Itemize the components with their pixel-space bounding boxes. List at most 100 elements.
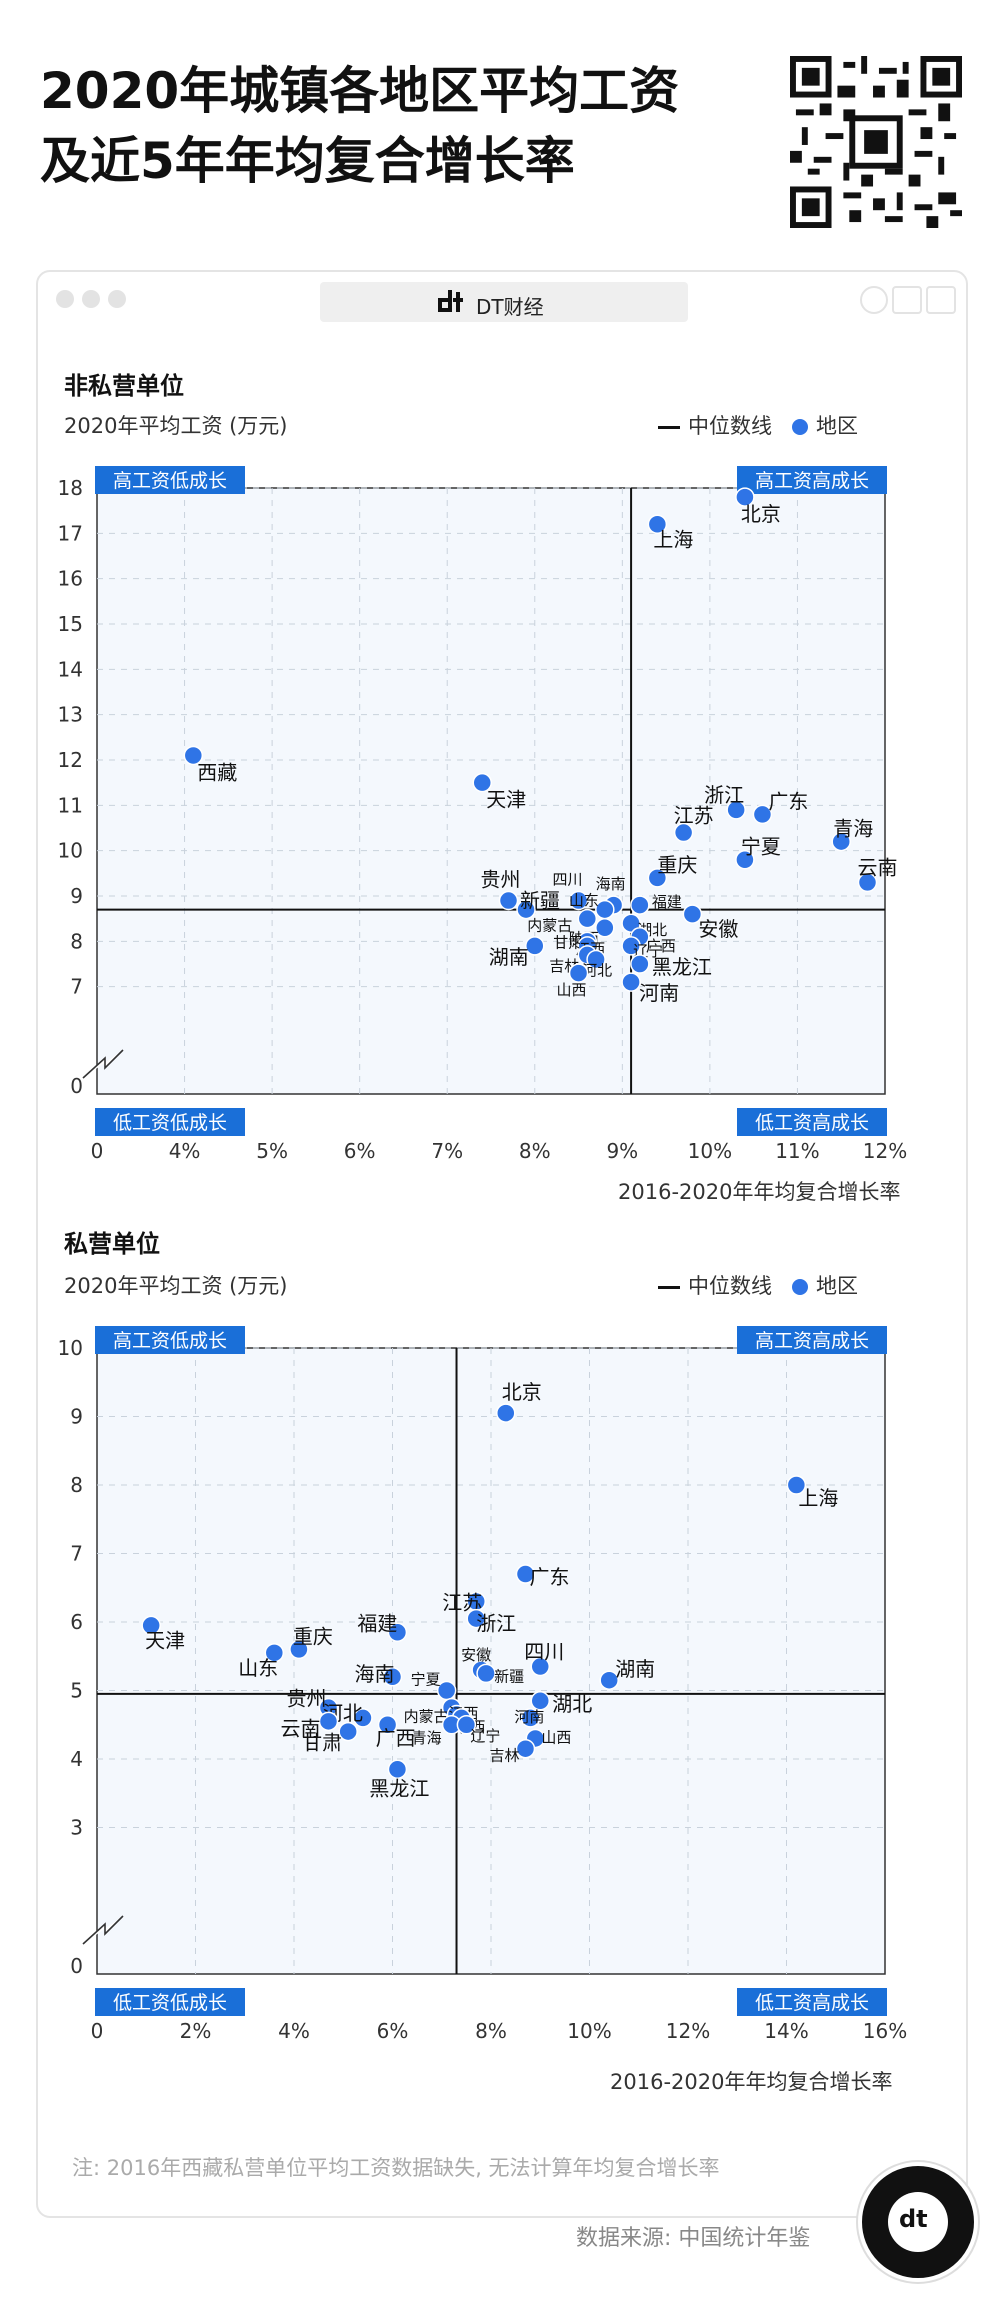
quadrant-tag-label: 高工资高成长 — [755, 1330, 869, 1352]
window-tab[interactable]: DT财经 — [320, 282, 688, 322]
chart2-svg: 0 2% 4% 6% 8% 10% 12% 14% 16% 0 3 4 5 6 7 8 9 10 高工资低成长 高工资… — [58, 1326, 907, 2043]
point-label: 四川 — [553, 871, 583, 889]
y-tick-label: 13 — [58, 703, 83, 727]
x-tick-label: 4% — [278, 2019, 310, 2043]
data-point — [318, 1711, 339, 1732]
x-tick-label: 16% — [863, 2019, 907, 2043]
point-label: 黑龙江 — [652, 955, 712, 979]
close-dot-icon[interactable] — [56, 290, 74, 308]
point-label: 山西 — [541, 1728, 571, 1746]
point-label: 山东 — [569, 892, 599, 910]
point-label: 重庆 — [293, 1624, 333, 1648]
data-point — [472, 772, 492, 793]
point-label: 湖南 — [489, 945, 529, 969]
axis-break-mark — [82, 1049, 124, 1079]
point-label: 云南 — [280, 1716, 320, 1740]
x-tick-label: 8% — [519, 1139, 551, 1160]
data-point — [476, 1663, 496, 1684]
point-label: 天津 — [486, 788, 526, 812]
point-label: 江苏 — [674, 804, 714, 828]
point-label: 北京 — [502, 1380, 542, 1404]
x-tick-label: 0 — [91, 1139, 104, 1160]
y-tick-label: 12 — [58, 748, 83, 772]
x-tick-label: 2% — [180, 2019, 212, 2043]
point-label: 黑龙江 — [369, 1776, 429, 1800]
median-line-swatch — [658, 1285, 680, 1289]
data-point — [647, 868, 668, 888]
point-label: 安徽 — [698, 917, 738, 941]
data-point — [647, 514, 668, 535]
quadrant-tag-br — [737, 1988, 887, 2016]
point-label: 贵州 — [286, 1687, 326, 1711]
window-brand: DT财经 — [476, 295, 544, 319]
point-label: 新疆 — [520, 889, 560, 913]
x-tick-label: 9% — [606, 1139, 638, 1160]
data-point — [516, 899, 536, 920]
data-point — [621, 972, 641, 992]
x-tick-label: 11% — [775, 1139, 819, 1160]
data-point — [857, 872, 878, 893]
x-tick-label: 6% — [377, 2019, 409, 2043]
x-tick-label: 14% — [764, 2019, 808, 2043]
data-point — [338, 1721, 358, 1742]
chart1-xlabel: 2016-2020年年均复合增长率 — [618, 1180, 901, 1204]
point-label: 海南 — [355, 1662, 395, 1686]
data-point — [530, 1656, 550, 1677]
point-label: 上海 — [653, 527, 693, 551]
point-label: 重庆 — [657, 853, 697, 877]
window-icon[interactable] — [926, 286, 956, 314]
camera-icon[interactable] — [892, 286, 922, 314]
data-point — [786, 1475, 807, 1495]
footnote: 注: 2016年西藏私营单位平均工资数据缺失, 无法计算年均复合增长率 — [72, 2156, 720, 2180]
axis-break-mark — [82, 1915, 124, 1945]
point-label: 福建 — [357, 1611, 397, 1635]
y-tick-label: 9 — [70, 1405, 83, 1429]
point-label: 浙江 — [704, 783, 744, 807]
point-label: 四川 — [524, 1640, 564, 1664]
data-point — [621, 913, 641, 933]
y-tick-label: 10 — [58, 1336, 83, 1360]
y-tick-label: 17 — [58, 521, 83, 545]
data-point — [595, 917, 615, 938]
point-label: 安徽 — [461, 1646, 491, 1664]
quadrant-tag-label: 高工资低成长 — [113, 1330, 227, 1352]
point-label: 福建 — [652, 893, 682, 911]
data-point — [353, 1708, 373, 1728]
data-point — [726, 800, 746, 820]
data-point — [183, 745, 204, 766]
point-label: 山西 — [557, 981, 587, 999]
point-label: 甘肃 — [553, 933, 583, 951]
point-label: 新疆 — [494, 1667, 524, 1685]
data-point — [466, 1608, 486, 1629]
region-point-swatch — [792, 1279, 808, 1295]
point-label: 湖南 — [615, 1657, 655, 1681]
x-tick-label: 10% — [688, 1139, 732, 1160]
y-tick-label: 7 — [70, 1542, 83, 1566]
quadrant-tag-tl — [95, 466, 245, 494]
legend-region-label: 地区 — [816, 414, 858, 438]
point-label: 湖北 — [552, 1692, 592, 1716]
data-point — [752, 804, 773, 825]
region-point-swatch — [792, 419, 808, 435]
legend-median-label: 中位数线 — [688, 414, 772, 438]
maximize-dot-icon[interactable] — [108, 290, 126, 308]
toggle-icon[interactable] — [860, 286, 888, 314]
data-point — [264, 1643, 285, 1663]
y-tick-label: 8 — [70, 929, 83, 953]
data-point — [387, 1759, 408, 1780]
data-point — [682, 904, 703, 924]
quadrant-tag-bl — [95, 1108, 245, 1136]
point-label: 广西 — [646, 937, 676, 955]
y-tick-label: 16 — [58, 567, 83, 591]
x-tick-label: 12% — [666, 2019, 710, 2043]
data-point — [735, 849, 755, 870]
data-point — [599, 1670, 619, 1690]
x-tick-label: 6% — [344, 1139, 376, 1160]
x-tick-label: 0 — [91, 2019, 104, 2043]
data-point — [586, 949, 606, 970]
data-point — [735, 487, 755, 507]
minimize-dot-icon[interactable] — [82, 290, 100, 308]
data-point — [498, 890, 519, 911]
data-point — [577, 908, 598, 929]
y-tick-label: 0 — [70, 1074, 83, 1098]
